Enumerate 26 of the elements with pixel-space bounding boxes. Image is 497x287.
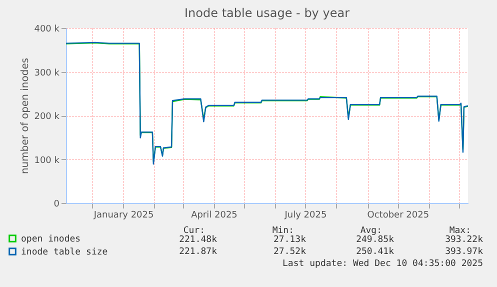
text: 249.85k xyxy=(356,235,395,245)
text: 393.22k xyxy=(445,235,484,245)
legend-label: open inodes xyxy=(21,234,81,244)
text: Avg: xyxy=(360,226,382,236)
y-tick-label: 100 k xyxy=(34,156,60,166)
x-tick-label: October 2025 xyxy=(367,210,430,220)
text: Min: xyxy=(272,226,294,236)
y-tick-label: 300 k xyxy=(34,68,60,78)
y-tick-label: 400 k xyxy=(34,24,60,34)
text: 27.13k xyxy=(273,235,307,245)
x-tick-label: January 2025 xyxy=(92,210,154,220)
chart-title: Inode table usage - by year xyxy=(184,6,350,20)
y-tick-label: 200 k xyxy=(34,112,60,122)
text: 27.52k xyxy=(273,247,307,257)
text: 221.48k xyxy=(179,235,218,245)
y-axis-title: number of open inodes xyxy=(20,58,32,174)
text: Max: xyxy=(449,226,471,236)
x-tick-label: April 2025 xyxy=(191,210,238,220)
y-tick-label: 0 xyxy=(54,200,60,210)
text: 250.41k xyxy=(356,247,395,257)
text: 221.87k xyxy=(179,247,218,257)
legend-label: inode table size xyxy=(21,248,108,258)
x-tick-label: July 2025 xyxy=(284,210,327,220)
text: Last update: Wed Dec 10 04:35:00 2025 xyxy=(282,259,483,269)
text: 393.97k xyxy=(445,247,484,257)
text: Cur: xyxy=(183,226,205,236)
